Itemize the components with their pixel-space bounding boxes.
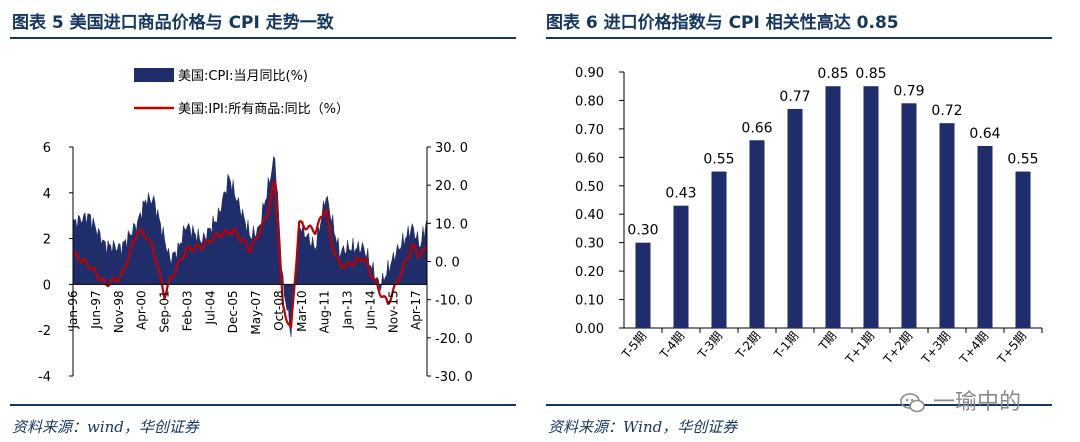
x-tick-label: Sep-01 (158, 290, 172, 332)
right-tick-label: -30. 0 (435, 370, 473, 385)
bar-T+5期 (1015, 171, 1031, 328)
watermark-text: 一瑜中的 (933, 390, 1022, 415)
x-tick-label: May-07 (249, 290, 263, 334)
bar-value-label: 0.55 (1007, 152, 1038, 168)
bar-T+3期 (939, 123, 955, 328)
x-tick-label: Jan-96 (66, 290, 80, 329)
right-tick-label: 0. 0 (435, 256, 460, 271)
x-tick-label: Dec-05 (226, 290, 240, 333)
x-tick-label: Jul-04 (203, 290, 217, 325)
bar-value-label: 0.77 (779, 89, 810, 105)
y-tick-label: 0.50 (575, 180, 604, 195)
x-tick-label: Jun-14 (363, 290, 377, 329)
right-tick-label: 20. 0 (435, 179, 468, 194)
bar-value-label: 0.85 (817, 66, 848, 82)
bar-T期 (825, 86, 841, 328)
right-tick-label: 10. 0 (435, 217, 468, 232)
legend-cpi-label: 美国:CPI:当月同比(%) (178, 69, 308, 84)
right-chart-title: 图表 6 进口价格指数与 CPI 相关性高达 0.85 (546, 13, 899, 33)
left-tick-label: 4 (43, 187, 51, 202)
watermark: 一瑜中的 (900, 384, 1021, 416)
left-legend: 美国:CPI:当月同比(%) 美国:IPI:所有商品:同比（%） (134, 68, 349, 117)
bar-value-label: 0.79 (893, 83, 924, 99)
right-tick-label: -10. 0 (435, 294, 473, 309)
y-tick-label: 0.40 (575, 208, 604, 223)
right-title-rule (546, 37, 1052, 39)
x-tick-label: Nov-98 (112, 290, 126, 333)
x-tick-label: Mar-10 (295, 290, 309, 331)
cpi-ipi-chart: 6 4 2 0 -2 -4 30. 0 20. 0 10. 0 0. 0 -10. 0 -20. 0 -… (10, 46, 518, 396)
legend-swatch-cpi (134, 68, 174, 82)
right-source-rule (546, 404, 1052, 406)
y-tick-label: 0.60 (575, 151, 604, 166)
y-tick-label: 0.80 (575, 94, 604, 109)
left-source-note: 资料来源：wind，华创证券 (12, 418, 199, 436)
bar-T+1期 (863, 86, 879, 328)
left-tick-label: 2 (43, 233, 51, 248)
y-tick-label: 0.20 (575, 265, 604, 280)
x-tick-label: Aug-11 (318, 290, 332, 333)
y-tick-label: 0.10 (575, 294, 604, 309)
correlation-bar-chart: 0.90 0.80 0.70 0.60 0.50 0.40 0.30 0.20 0.10 0.00… (546, 46, 1052, 396)
bar-value-label: 0.66 (741, 120, 772, 136)
left-chart-title: 图表 5 美国进口商品价格与 CPI 走势一致 (12, 13, 334, 33)
y-tick-label: 0.70 (575, 123, 604, 138)
bar-value-label: 0.30 (627, 223, 658, 239)
x-tick-label: Jan-13 (341, 290, 355, 329)
x-tick-label: Apr-00 (135, 290, 149, 330)
y-tick-label: 0.00 (575, 322, 604, 337)
bar-T-1期 (787, 108, 803, 328)
bar-value-label: 0.72 (931, 103, 962, 119)
left-source-rule (10, 404, 516, 406)
legend-ipi-label: 美国:IPI:所有商品:同比（%） (178, 102, 349, 117)
y-tick-label: 0.30 (575, 237, 604, 252)
y-tick-label: 0.90 (575, 66, 604, 81)
left-tick-label: 6 (43, 141, 51, 156)
bar-value-label: 0.43 (665, 186, 696, 202)
bar-value-label: 0.85 (855, 66, 886, 82)
bar-T-4期 (673, 205, 689, 328)
bar-T-5期 (635, 242, 651, 328)
left-tick-label: -4 (38, 370, 51, 385)
left-tick-label: -2 (38, 324, 51, 339)
x-tick-label: Jun-97 (89, 290, 103, 329)
ipi-line-series (72, 179, 428, 329)
bar-value-label: 0.55 (703, 152, 734, 168)
right-tick-label: -20. 0 (435, 332, 473, 347)
bar-T-3期 (711, 171, 727, 328)
bar-T+4期 (977, 145, 993, 328)
cpi-area-series (72, 155, 428, 337)
bar-T+2期 (901, 103, 917, 328)
right-source-note: 资料来源：Wind，华创证券 (548, 418, 738, 436)
wechat-icon (900, 393, 925, 413)
bar-value-label: 0.64 (969, 126, 1000, 142)
x-tick-label: Apr-17 (409, 290, 423, 330)
x-tick-label: Nov-15 (386, 290, 400, 333)
x-tick-label: Oct-08 (272, 290, 286, 330)
right-tick-label: 30. 0 (435, 141, 468, 156)
left-title-rule (10, 37, 516, 39)
left-tick-label: 0 (43, 278, 51, 293)
bar-T-2期 (749, 140, 765, 328)
x-tick-label: Feb-03 (180, 290, 194, 331)
